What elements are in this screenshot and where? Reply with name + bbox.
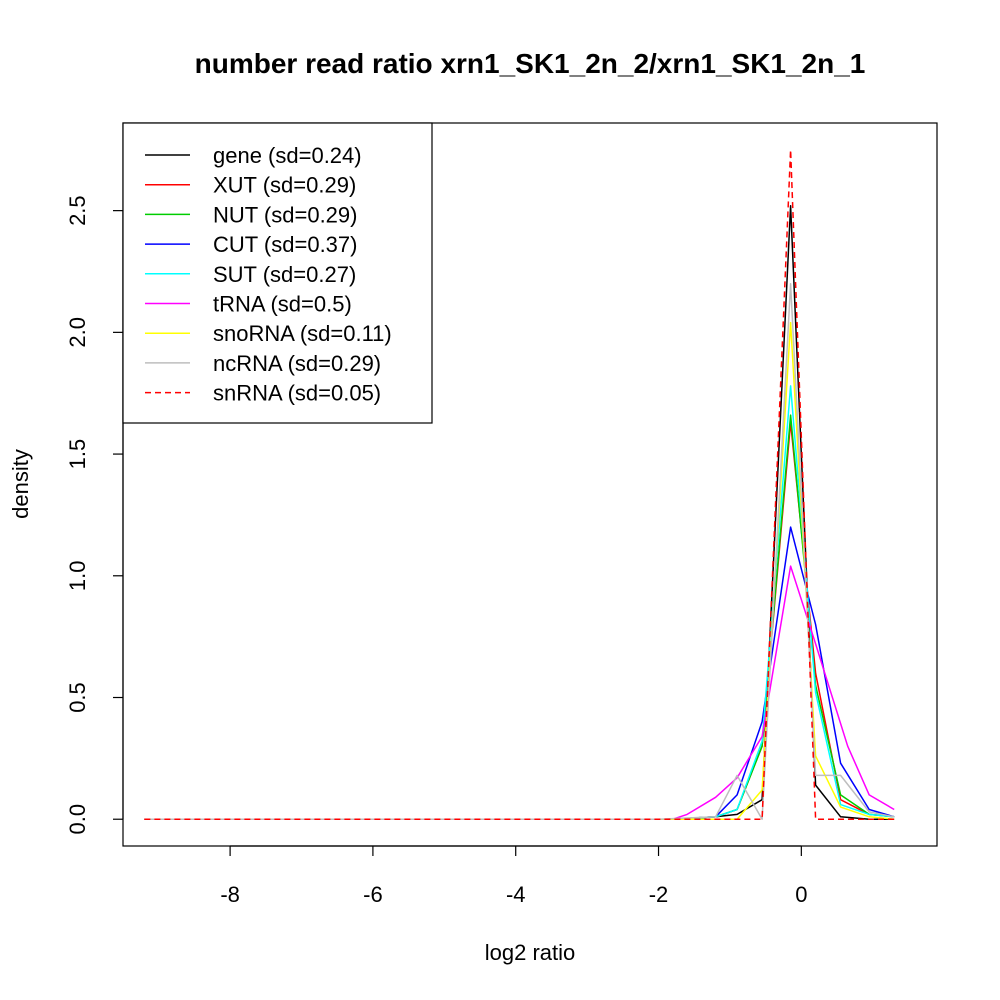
legend-label-snrna: snRNA (sd=0.05) (213, 381, 381, 406)
x-axis: -8 -6 -4 -2 0 (220, 845, 807, 907)
chart-title: number read ratio xrn1_SK1_2n_2/xrn1_SK1… (195, 48, 866, 79)
series-line-snrna (144, 149, 895, 820)
series-line-ncrna (144, 282, 895, 820)
y-tick-label: 0.5 (65, 682, 90, 713)
y-tick-label: 1.0 (65, 560, 90, 591)
series-line-cut (144, 526, 895, 820)
legend-label-xut: XUT (sd=0.29) (213, 173, 356, 198)
legend-label-trna: tRNA (sd=0.5) (213, 292, 352, 317)
series-line-trna (144, 565, 895, 820)
x-tick-label: -2 (649, 882, 669, 907)
legend: gene (sd=0.24) XUT (sd=0.29) NUT (sd=0.29)… (122, 122, 433, 424)
legend-label-snorna: snoRNA (sd=0.11) (213, 321, 392, 346)
x-tick-label: -4 (506, 882, 526, 907)
legend-label-nut: NUT (sd=0.29) (213, 202, 357, 227)
y-tick-label: 2.0 (65, 317, 90, 348)
y-tick-label: 1.5 (65, 439, 90, 470)
x-tick-label: 0 (795, 882, 807, 907)
legend-box (122, 122, 433, 424)
legend-label-cut: CUT (sd=0.37) (213, 232, 357, 257)
x-axis-label: log2 ratio (485, 940, 576, 965)
legend-label-sut: SUT (sd=0.27) (213, 262, 356, 287)
y-tick-label: 2.5 (65, 195, 90, 226)
y-axis: 0.0 0.5 1.0 1.5 2.0 2.5 (65, 195, 124, 835)
x-tick-label: -6 (363, 882, 383, 907)
y-axis-label: density (8, 449, 33, 519)
legend-label-gene: gene (sd=0.24) (213, 143, 362, 168)
x-tick-label: -8 (220, 882, 240, 907)
series-layer (144, 149, 895, 820)
legend-label-ncrna: ncRNA (sd=0.29) (213, 351, 381, 376)
y-tick-label: 0.0 (65, 804, 90, 835)
